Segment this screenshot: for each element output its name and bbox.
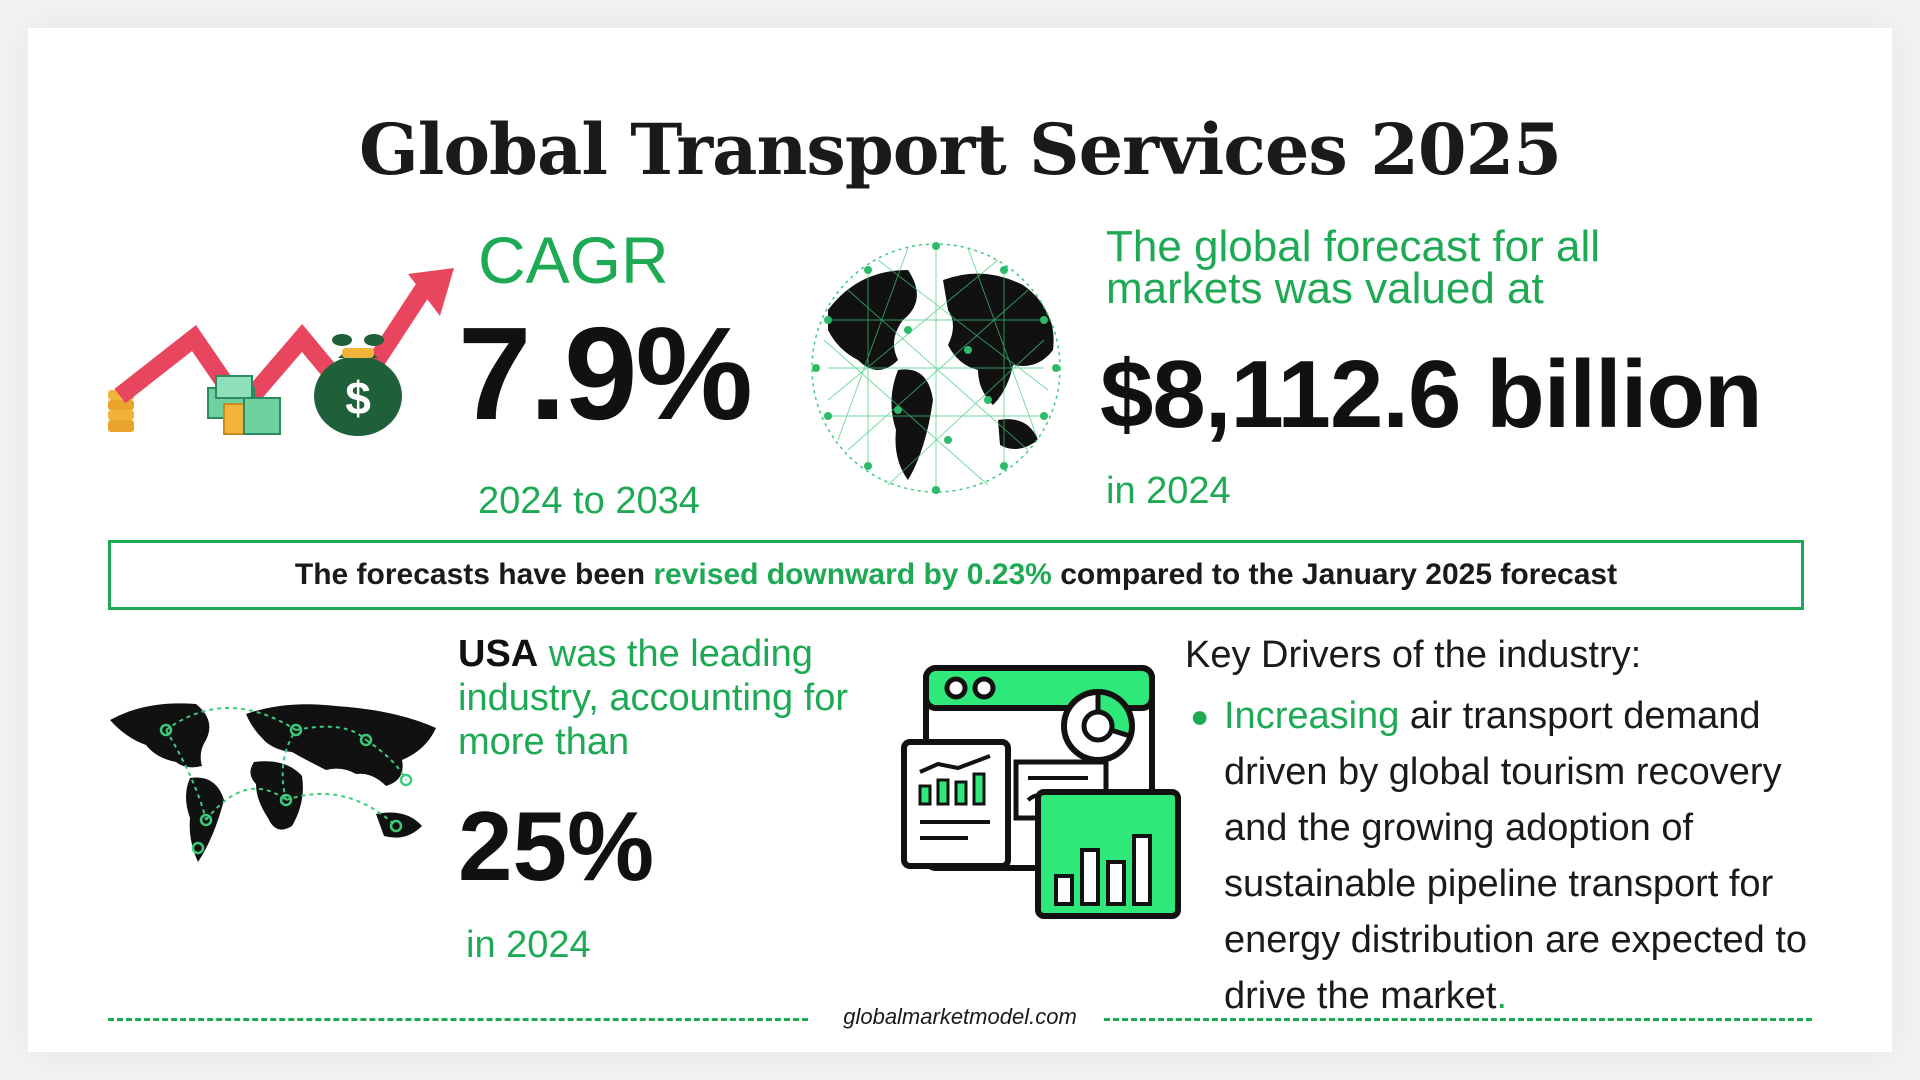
driver-end: . (1496, 975, 1508, 1017)
analytics-dashboard-icon (901, 665, 1181, 919)
driver-item: ● Increasing air transport demand driven … (1190, 688, 1850, 1024)
world-map-connections-icon (110, 703, 436, 862)
svg-text:$: $ (345, 372, 371, 424)
usa-share-value: 25% (458, 791, 655, 901)
driver-highlight: Increasing (1224, 695, 1400, 737)
money-growth-arrow-icon: $ (108, 268, 454, 436)
revision-prefix: The forecasts have been (294, 558, 654, 591)
forecast-value: $8,112.6 billion (1100, 341, 1763, 448)
footer-source: globalmarketmodel.com (0, 1004, 1920, 1030)
usa-description: USA was the leading industry, accounting… (458, 632, 898, 764)
page-title: Global Transport Services 2025 (358, 108, 1562, 191)
forecast-text: The global forecast for all markets was … (1106, 222, 1601, 313)
cagr-value: 7.9% (458, 300, 753, 447)
usa-country: USA (458, 633, 539, 675)
drivers-list: ● Increasing air transport demand driven … (1190, 688, 1850, 1024)
cagr-period: 2024 to 2034 (478, 480, 700, 522)
revision-notice: The forecasts have been revised downward… (108, 540, 1804, 610)
network-globe-icon (811, 242, 1061, 494)
driver-text: air transport demand driven by global to… (1224, 695, 1808, 1017)
revision-suffix: compared to the January 2025 forecast (1051, 558, 1618, 591)
forecast-year: in 2024 (1106, 470, 1231, 512)
footer-link: globalmarketmodel.com (829, 1004, 1091, 1029)
footer-divider-right (1104, 1018, 1812, 1021)
usa-text: was the leading industry, accounting for… (458, 633, 849, 763)
bullet-icon: ● (1190, 698, 1210, 734)
drivers-title: Key Drivers of the industry: (1185, 634, 1642, 676)
footer-divider-left (108, 1018, 808, 1021)
revision-highlight: revised downward by 0.23% (653, 558, 1052, 591)
cagr-label: CAGR (478, 223, 669, 297)
usa-year: in 2024 (466, 924, 591, 966)
